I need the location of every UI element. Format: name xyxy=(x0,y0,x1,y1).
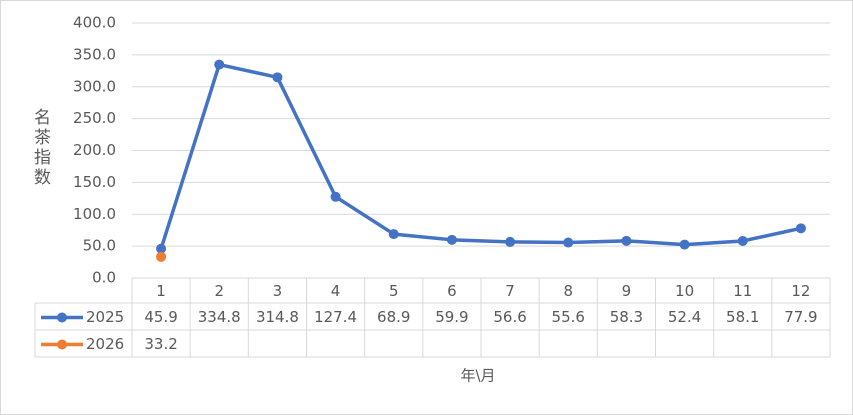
table-value: 77.9 xyxy=(784,308,817,326)
data-point xyxy=(272,72,283,83)
y-tick-label: 350.0 xyxy=(73,45,116,63)
table-value: 58.1 xyxy=(726,308,759,326)
y-axis-label: 名茶指数 xyxy=(30,108,51,188)
data-point xyxy=(214,59,225,70)
y-tick-label: 200.0 xyxy=(73,141,116,159)
data-point xyxy=(330,191,341,202)
x-tick-label: 12 xyxy=(791,282,810,300)
table-value: 314.8 xyxy=(256,308,299,326)
legend-marker xyxy=(57,339,67,350)
y-tick-label: 400.0 xyxy=(73,14,116,32)
x-tick-label: 5 xyxy=(389,282,399,300)
x-tick-label: 3 xyxy=(273,282,283,300)
series-line xyxy=(159,62,802,250)
x-tick-label: 8 xyxy=(563,282,573,300)
y-tick-label: 0.0 xyxy=(92,269,116,287)
table-value: 127.4 xyxy=(314,308,357,326)
x-tick-label: 10 xyxy=(675,282,694,300)
x-tick-label: 2 xyxy=(214,282,224,300)
data-point xyxy=(621,235,632,246)
data-point xyxy=(388,229,399,240)
legend-label: 2025 xyxy=(86,308,124,326)
data-point xyxy=(446,234,457,245)
data-point xyxy=(679,239,690,250)
y-tick-label: 100.0 xyxy=(73,205,116,223)
table-value: 334.8 xyxy=(198,308,241,326)
table-value: 58.3 xyxy=(610,308,643,326)
table-value: 56.6 xyxy=(493,308,526,326)
y-tick-label: 50.0 xyxy=(83,237,116,255)
data-point xyxy=(505,236,516,247)
x-tick-label: 7 xyxy=(505,282,515,300)
x-tick-label: 11 xyxy=(733,282,752,300)
y-tick-label: 300.0 xyxy=(73,77,116,95)
x-tick-label: 6 xyxy=(447,282,457,300)
data-point xyxy=(156,243,167,254)
table-value: 55.6 xyxy=(552,308,585,326)
table-value: 59.9 xyxy=(435,308,468,326)
x-tick-label: 4 xyxy=(331,282,341,300)
table-value: 45.9 xyxy=(144,308,177,326)
data-point xyxy=(795,223,806,234)
data-point xyxy=(737,235,748,246)
data-point xyxy=(563,237,574,248)
data-point xyxy=(156,251,167,262)
x-axis-label: 年\月 xyxy=(460,367,495,385)
y-tick-label: 150.0 xyxy=(73,173,116,191)
legend-label: 2026 xyxy=(86,335,124,353)
x-tick-label: 9 xyxy=(622,282,632,300)
legend-marker xyxy=(57,312,67,323)
x-tick-label: 1 xyxy=(156,282,166,300)
y-tick-label: 250.0 xyxy=(73,109,116,127)
table-value: 68.9 xyxy=(377,308,410,326)
table-value: 52.4 xyxy=(668,308,701,326)
table-value: 33.2 xyxy=(144,335,177,353)
